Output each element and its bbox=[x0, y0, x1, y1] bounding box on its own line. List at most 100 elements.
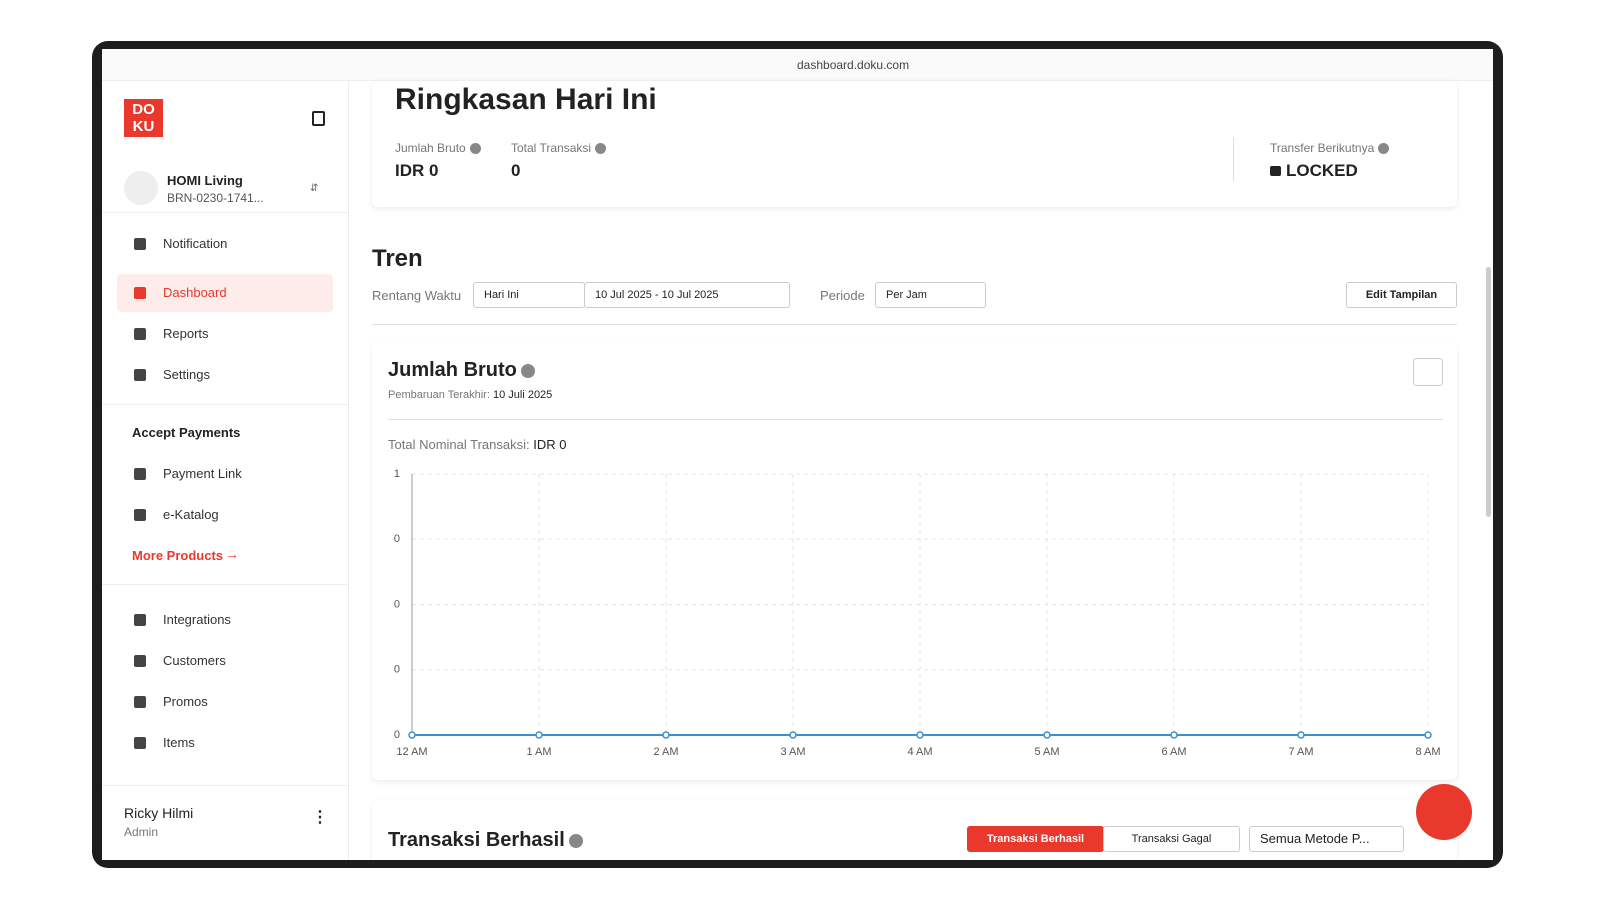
data-point bbox=[662, 731, 670, 739]
divider bbox=[102, 584, 348, 585]
metric-value: 0 bbox=[511, 161, 521, 180]
y-tick-label: 0 bbox=[394, 598, 400, 610]
help-icon[interactable] bbox=[1378, 143, 1390, 155]
updated-date: 10 Juli 2025 bbox=[492, 389, 553, 401]
card-title-text: Jumlah Bruto bbox=[388, 359, 517, 381]
merchant-avatar bbox=[124, 171, 158, 205]
metric-value: LOCKED bbox=[1286, 161, 1358, 180]
help-icon[interactable] bbox=[595, 143, 607, 155]
summary-title: Ringkasan Hari Ini bbox=[395, 83, 657, 116]
help-icon[interactable] bbox=[469, 143, 481, 155]
browser-window: dashboard.doku.com DO KU HOMI Living BRN-… bbox=[102, 49, 1493, 860]
nav-item[interactable]: Notification bbox=[163, 236, 228, 251]
scrollbar[interactable] bbox=[1486, 267, 1491, 517]
user-name: Ricky Hilmi bbox=[124, 805, 194, 821]
user-role: Admin bbox=[124, 825, 159, 839]
x-tick-label: 8 AM bbox=[1415, 746, 1440, 758]
icon bbox=[134, 468, 146, 480]
logo[interactable]: DO KU bbox=[124, 99, 163, 137]
x-tick-label: 7 AM bbox=[1288, 746, 1313, 758]
card-title: Jumlah Bruto bbox=[388, 359, 535, 382]
total: Total Nominal Transaksi: IDR 0 bbox=[388, 437, 566, 452]
device-frame: dashboard.doku.com DO KU HOMI Living BRN-… bbox=[92, 41, 1503, 868]
data-point bbox=[789, 731, 797, 739]
x-tick-label: 4 AM bbox=[907, 746, 932, 758]
updated: Pembaruan Terakhir: 10 Juli 2025 bbox=[388, 389, 552, 401]
nav-item[interactable]: Reports bbox=[163, 326, 209, 341]
data-point bbox=[1297, 731, 1305, 739]
icon bbox=[134, 287, 146, 299]
section-title: Accept Payments bbox=[132, 425, 241, 440]
edit-button[interactable]: Edit Tampilan bbox=[1346, 282, 1457, 308]
data-point bbox=[1424, 731, 1432, 739]
method-select[interactable]: Semua Metode P... bbox=[1249, 826, 1404, 852]
metric-value: IDR 0 bbox=[395, 161, 439, 180]
merchant-switch[interactable]: ⇵ bbox=[310, 183, 319, 194]
nav-item[interactable]: e-Katalog bbox=[163, 507, 219, 522]
metric-label-text: Jumlah Bruto bbox=[395, 141, 466, 155]
sidebar bbox=[102, 80, 349, 860]
metric-label-text: Transfer Berikutnya bbox=[1270, 141, 1375, 155]
logo-bottom: KU bbox=[132, 118, 155, 135]
user-menu[interactable]: ⋮ bbox=[312, 809, 328, 826]
x-tick-label: 12 AM bbox=[396, 746, 427, 758]
card-title: Transaksi Berhasil bbox=[388, 829, 583, 852]
logo-top: DO bbox=[132, 101, 155, 118]
filter-label: Periode bbox=[820, 288, 865, 303]
metric-label: Transfer Berikutnya bbox=[1270, 141, 1390, 155]
x-tick-label: 2 AM bbox=[653, 746, 678, 758]
data-point bbox=[535, 731, 543, 739]
nav-item[interactable]: Items bbox=[163, 735, 195, 750]
period-select[interactable]: Per Jam bbox=[875, 282, 986, 308]
help-icon[interactable] bbox=[520, 363, 535, 378]
metric-label: Jumlah Bruto bbox=[395, 141, 481, 155]
data-point bbox=[1170, 731, 1178, 739]
data-point bbox=[916, 731, 924, 739]
icon bbox=[134, 509, 146, 521]
icon bbox=[134, 737, 146, 749]
chat-button[interactable] bbox=[1416, 784, 1472, 840]
divider bbox=[102, 404, 348, 405]
toolbar bbox=[102, 49, 1493, 81]
more-products[interactable]: More Products bbox=[132, 548, 224, 563]
collapse-button[interactable] bbox=[312, 111, 325, 126]
icon bbox=[134, 328, 146, 340]
divider bbox=[1233, 137, 1234, 181]
nav-item[interactable]: Dashboard bbox=[163, 285, 227, 300]
tab[interactable]: Transaksi Gagal bbox=[1103, 826, 1240, 852]
nav-item[interactable]: Promos bbox=[163, 694, 208, 709]
help-icon[interactable] bbox=[568, 833, 583, 848]
range-select[interactable]: Hari Ini bbox=[473, 282, 585, 308]
nav-item[interactable]: Customers bbox=[163, 653, 226, 668]
merchant-name: HOMI Living bbox=[167, 173, 243, 188]
icon bbox=[134, 696, 146, 708]
x-tick-label: 1 AM bbox=[526, 746, 551, 758]
metric-label-text: Total Transaksi bbox=[511, 141, 592, 155]
lock-icon bbox=[1270, 166, 1281, 176]
url[interactable]: dashboard.doku.com bbox=[797, 58, 910, 72]
icon bbox=[134, 614, 146, 626]
y-tick-label: 0 bbox=[394, 729, 400, 741]
tab-active[interactable]: Transaksi Berhasil bbox=[967, 826, 1104, 852]
x-tick-label: 5 AM bbox=[1034, 746, 1059, 758]
x-tick-label: 3 AM bbox=[780, 746, 805, 758]
nav-item[interactable]: Settings bbox=[163, 367, 210, 382]
divider bbox=[388, 419, 1443, 420]
metric-label: Total Transaksi bbox=[511, 141, 607, 155]
divider bbox=[372, 324, 1457, 325]
nav-active[interactable] bbox=[117, 274, 333, 312]
y-tick-label: 0 bbox=[394, 664, 400, 676]
card-title-text: Transaksi Berhasil bbox=[388, 829, 565, 851]
arrow-icon: → bbox=[225, 546, 239, 562]
data-point bbox=[1043, 731, 1051, 739]
x-tick-label: 6 AM bbox=[1161, 746, 1186, 758]
total-value: IDR 0 bbox=[533, 437, 567, 452]
total-label: Total Nominal Transaksi: bbox=[388, 437, 530, 452]
nav-item[interactable]: Integrations bbox=[163, 612, 231, 627]
date-picker[interactable]: 10 Jul 2025 - 10 Jul 2025 bbox=[584, 282, 790, 308]
icon bbox=[134, 369, 146, 381]
y-tick-label: 0 bbox=[394, 533, 400, 545]
filter-label: Rentang Waktu bbox=[372, 288, 462, 303]
download-button[interactable] bbox=[1413, 358, 1443, 386]
nav-item[interactable]: Payment Link bbox=[163, 466, 242, 481]
